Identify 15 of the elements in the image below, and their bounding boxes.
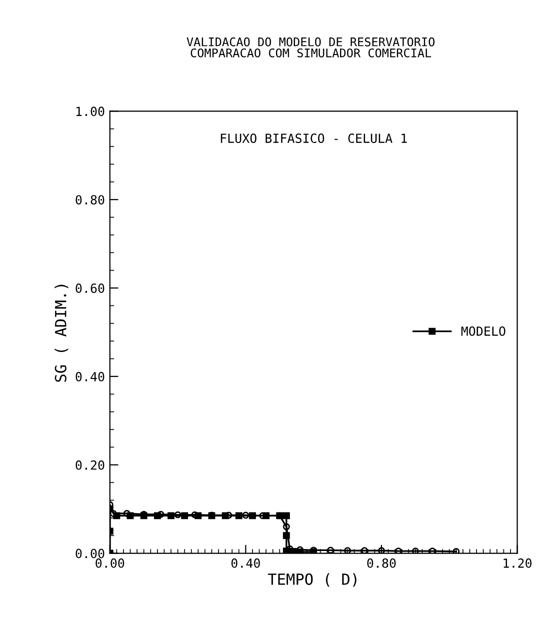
legend-label: MODELO [461, 326, 506, 336]
y-tick-label: 0.60 [76, 284, 104, 293]
x-axis-title: TEMPO ( D) [268, 573, 356, 587]
x-tick-label: 0.40 [231, 558, 260, 568]
y-tick-label: 0.20 [76, 460, 104, 470]
y-axis-title: SG ( ADIM.) [54, 284, 68, 382]
y-tick-label: 1.00 [76, 106, 104, 116]
y-tick-label: 0.00 [76, 548, 104, 558]
x-tick-label: 1.20 [504, 558, 532, 568]
x-tick-label: 0.00 [96, 558, 124, 568]
annotation: FLUXO BIFASICO - CELULA 1 [220, 134, 407, 144]
y-tick-label: 0.40 [76, 372, 104, 382]
y-tick-label: 0.80 [76, 195, 104, 205]
chart-title: VALIDACAO DO MODELO DE RESERVATORIO COMPARACAO COM SIMULADOR COMERCIAL [186, 37, 435, 58]
x-tick-label: 0.80 [367, 558, 396, 568]
